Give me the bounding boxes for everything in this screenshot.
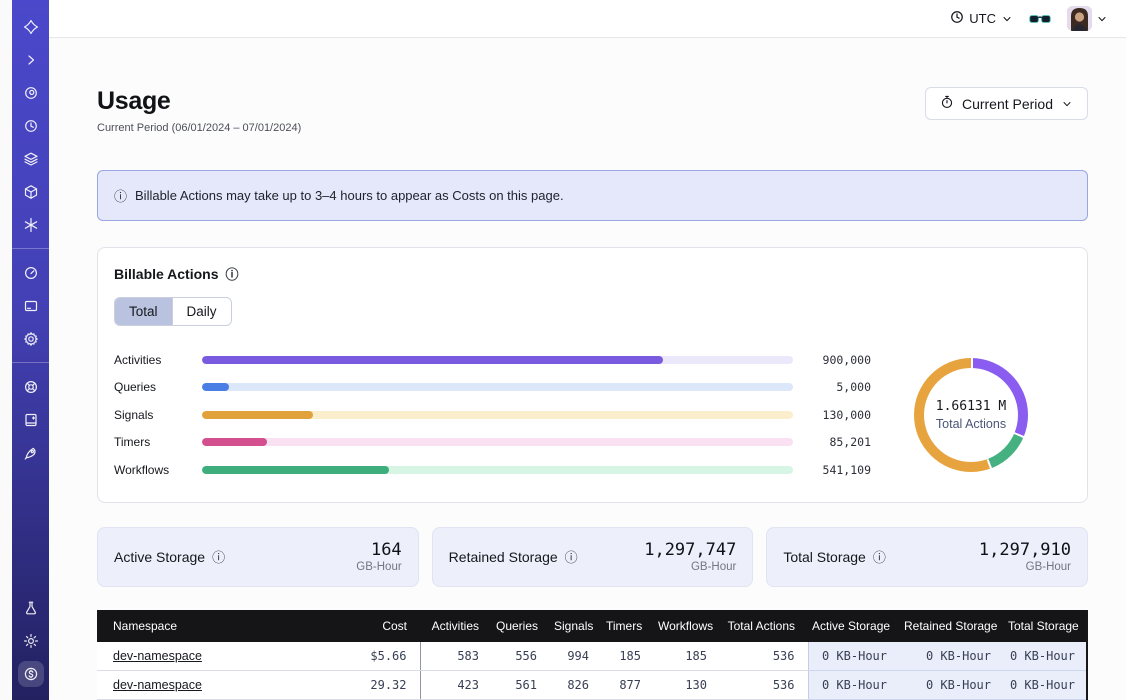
theme-sun-icon[interactable] — [18, 628, 44, 654]
bar-value: 5,000 — [807, 380, 871, 394]
info-icon[interactable]: ⓘ — [873, 547, 886, 566]
bar-chart: Activities 900,000 Queries 5,000 Signals… — [114, 346, 871, 484]
billable-actions-card: Billable Actions ⓘ Total Daily Activitie… — [97, 247, 1088, 503]
stopwatch-icon — [940, 95, 954, 112]
storage-cards: Active Storage ⓘ 164 GB-Hour Retained St… — [97, 527, 1088, 587]
donut-chart: 1.66131 M Total Actions — [871, 358, 1071, 472]
page-subtitle: Current Period (06/01/2024 – 07/01/2024) — [97, 122, 301, 134]
bar-value: 130,000 — [807, 408, 871, 422]
total-storage-unit: GB-Hour — [979, 561, 1071, 573]
table-header-row: Namespace Cost Activities Queries Signal… — [97, 610, 1088, 642]
billable-actions-title: Billable Actions — [114, 266, 219, 282]
total-actions-value: 1.66131 M — [936, 399, 1006, 414]
sidebar-divider — [12, 362, 49, 363]
bar-row-signals: Signals 130,000 — [114, 401, 871, 429]
sidebar — [12, 0, 49, 700]
topbar: UTC — [49, 0, 1126, 38]
active-storage-unit: GB-Hour — [356, 561, 401, 573]
usage-dollar-icon[interactable] — [18, 661, 44, 687]
info-icon[interactable]: ⓘ — [565, 547, 578, 566]
getting-started-rocket-icon[interactable] — [18, 440, 44, 466]
retained-storage-value: 1,297,747 — [644, 540, 736, 560]
total-storage-value: 1,297,910 — [979, 540, 1071, 560]
settings-gear-icon[interactable] — [18, 326, 44, 352]
bar-row-queries: Queries 5,000 — [114, 374, 871, 402]
retained-storage-label: Retained Storage — [449, 549, 558, 565]
usage-page: UTC Usage — [0, 0, 1126, 700]
schedules-clock-icon[interactable] — [18, 113, 44, 139]
banner-text: Billable Actions may take up to 3–4 hour… — [135, 188, 564, 203]
bar-value: 85,201 — [807, 435, 871, 449]
bar-label: Workflows — [114, 463, 186, 477]
timezone-label: UTC — [969, 11, 996, 26]
col-queries: Queries — [492, 610, 550, 642]
col-namespace: Namespace — [97, 610, 340, 642]
tab-total[interactable]: Total — [115, 298, 172, 325]
bar-value: 541,109 — [807, 463, 871, 477]
period-button-label: Current Period — [962, 96, 1053, 112]
sidebar-divider — [12, 248, 49, 249]
current-period-button[interactable]: Current Period — [925, 87, 1088, 120]
main-content: Usage Current Period (06/01/2024 – 07/01… — [49, 39, 1126, 700]
col-retained-storage: Retained Storage — [900, 610, 1004, 642]
col-total-storage: Total Storage — [1004, 610, 1088, 642]
info-icon[interactable]: ⓘ — [212, 547, 225, 566]
col-total-actions: Total Actions — [720, 610, 808, 642]
col-signals: Signals — [550, 610, 602, 642]
col-activities: Activities — [420, 610, 492, 642]
user-avatar — [1067, 6, 1092, 31]
active-storage-value: 164 — [356, 540, 401, 560]
table-row: dev-namespace $5.66 583 556 994 185 185 … — [97, 642, 1088, 671]
cube-icon[interactable] — [18, 179, 44, 205]
namespace-link[interactable]: dev-namespace — [113, 678, 202, 692]
col-workflows: Workflows — [654, 610, 720, 642]
clock-icon — [950, 10, 964, 27]
table-row: dev-namespace 29.32 423 561 826 877 130 … — [97, 670, 1088, 699]
bar-row-workflows: Workflows 541,109 — [114, 456, 871, 484]
total-storage-label: Total Storage — [783, 549, 866, 565]
bar-row-activities: Activities 900,000 — [114, 346, 871, 374]
bar-label: Timers — [114, 435, 186, 449]
nexus-asterisk-icon[interactable] — [18, 212, 44, 238]
info-icon: ⓘ — [114, 186, 127, 205]
bar-label: Queries — [114, 380, 186, 394]
labs-flask-icon[interactable] — [18, 595, 44, 621]
user-menu[interactable] — [1067, 6, 1108, 31]
billing-card-icon[interactable] — [18, 293, 44, 319]
temporal-logo-icon[interactable] — [18, 14, 44, 40]
namespaces-spiral-icon[interactable] — [18, 80, 44, 106]
layers-icon[interactable] — [18, 146, 44, 172]
glasses-icon[interactable] — [1029, 12, 1051, 26]
info-banner: ⓘ Billable Actions may take up to 3–4 ho… — [97, 170, 1088, 221]
expand-chevron-icon[interactable] — [18, 47, 44, 73]
page-title: Usage — [97, 87, 301, 116]
bar-value: 900,000 — [807, 353, 871, 367]
col-timers: Timers — [602, 610, 654, 642]
namespace-link[interactable]: dev-namespace — [113, 649, 202, 663]
namespace-table: Namespace Cost Activities Queries Signal… — [97, 610, 1088, 700]
billable-chart: Activities 900,000 Queries 5,000 Signals… — [114, 346, 1071, 484]
active-storage-label: Active Storage — [114, 549, 205, 565]
info-icon[interactable]: ⓘ — [226, 264, 239, 283]
docs-book-icon[interactable] — [18, 407, 44, 433]
bar-label: Signals — [114, 408, 186, 422]
bar-label: Activities — [114, 353, 186, 367]
retained-storage-unit: GB-Hour — [644, 561, 736, 573]
bar-row-timers: Timers 85,201 — [114, 429, 871, 457]
tab-daily[interactable]: Daily — [172, 298, 231, 325]
retained-storage-card: Retained Storage ⓘ 1,297,747 GB-Hour — [432, 527, 754, 587]
active-storage-card: Active Storage ⓘ 164 GB-Hour — [97, 527, 419, 587]
col-cost: Cost — [340, 610, 420, 642]
total-actions-label: Total Actions — [936, 417, 1006, 431]
billable-tabs: Total Daily — [114, 297, 232, 326]
timezone-select[interactable]: UTC — [950, 10, 1013, 27]
support-lifebuoy-icon[interactable] — [18, 374, 44, 400]
total-storage-card: Total Storage ⓘ 1,297,910 GB-Hour — [766, 527, 1088, 587]
col-active-storage: Active Storage — [808, 610, 900, 642]
usage-gauge-icon[interactable] — [18, 260, 44, 286]
